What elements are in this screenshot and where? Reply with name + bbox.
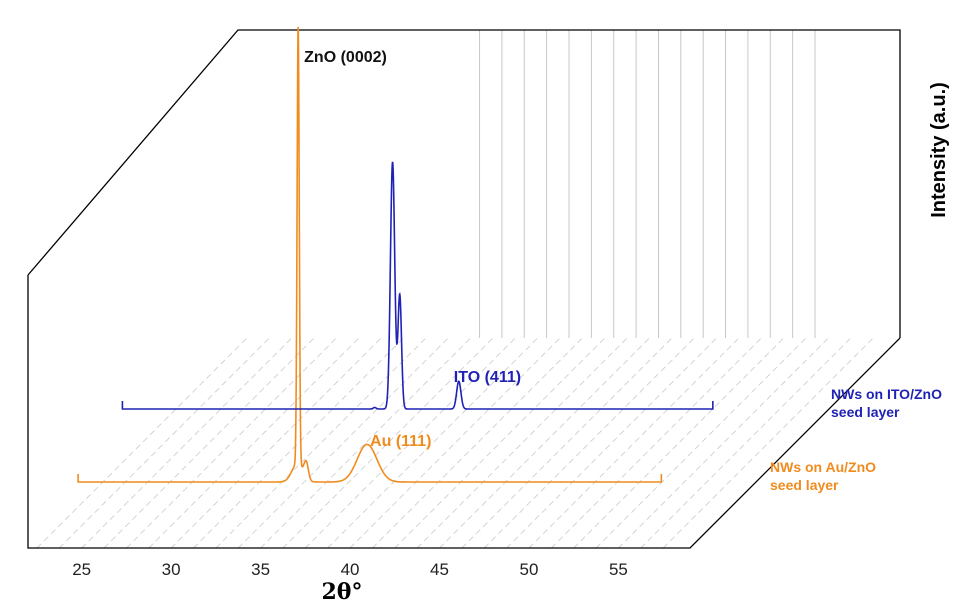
floor-grid-line <box>126 337 337 549</box>
x-tick-label: 50 <box>520 560 539 579</box>
peak-annotation: ZnO (0002) <box>304 49 387 66</box>
floor-grid-line <box>58 337 270 549</box>
floor-grid-line <box>416 337 628 549</box>
series-line-au <box>77 26 663 483</box>
x-axis-label: 2θ° <box>322 579 363 605</box>
frame-floor-edge <box>27 275 901 549</box>
floor-grid-line <box>506 337 717 549</box>
floor-grid-line <box>36 337 248 549</box>
floor-grid-line <box>662 337 874 549</box>
x-tick-label: 40 <box>341 560 360 579</box>
floor-grid-line <box>551 337 762 549</box>
x-tick-label: 55 <box>609 560 628 579</box>
series-label-ito: NWs on ITO/ZnO seed layer <box>831 386 942 420</box>
series-label-au: NWs on Au/ZnO seed layer <box>770 459 876 493</box>
floor-grid-line <box>260 337 471 549</box>
x-tick-label: 35 <box>251 560 270 579</box>
x-tick-labels: 25 30 35 40 45 50 55 <box>72 560 628 579</box>
chart-frame <box>27 29 901 549</box>
floor-grid-line <box>618 337 829 549</box>
x-tick-label: 30 <box>162 560 181 579</box>
frame-back-edge <box>27 29 901 338</box>
floor-grid-line <box>170 337 382 549</box>
text-labels: NWs on Au/ZnO seed layer ZnO (0002) Au (111… <box>304 49 942 493</box>
floor-grid-line <box>148 337 360 549</box>
floor-grid-line <box>595 337 807 549</box>
floor-grid-line <box>528 337 740 549</box>
x-tick-label: 25 <box>72 560 91 579</box>
floor-grid-line <box>640 337 852 549</box>
x-tick-label: 45 <box>430 560 449 579</box>
y-axis-label: Intensity (a.u.) <box>928 82 950 218</box>
peak-annotation: ITO (411) <box>454 369 521 386</box>
series-layer <box>77 26 714 483</box>
peak-annotation: Au (111) <box>370 433 431 450</box>
grid-layer <box>36 30 874 549</box>
floor-grid-line <box>81 337 292 549</box>
floor-grid-line <box>103 337 315 549</box>
series-line-ito <box>121 161 714 410</box>
floor-grid-line <box>573 337 785 549</box>
